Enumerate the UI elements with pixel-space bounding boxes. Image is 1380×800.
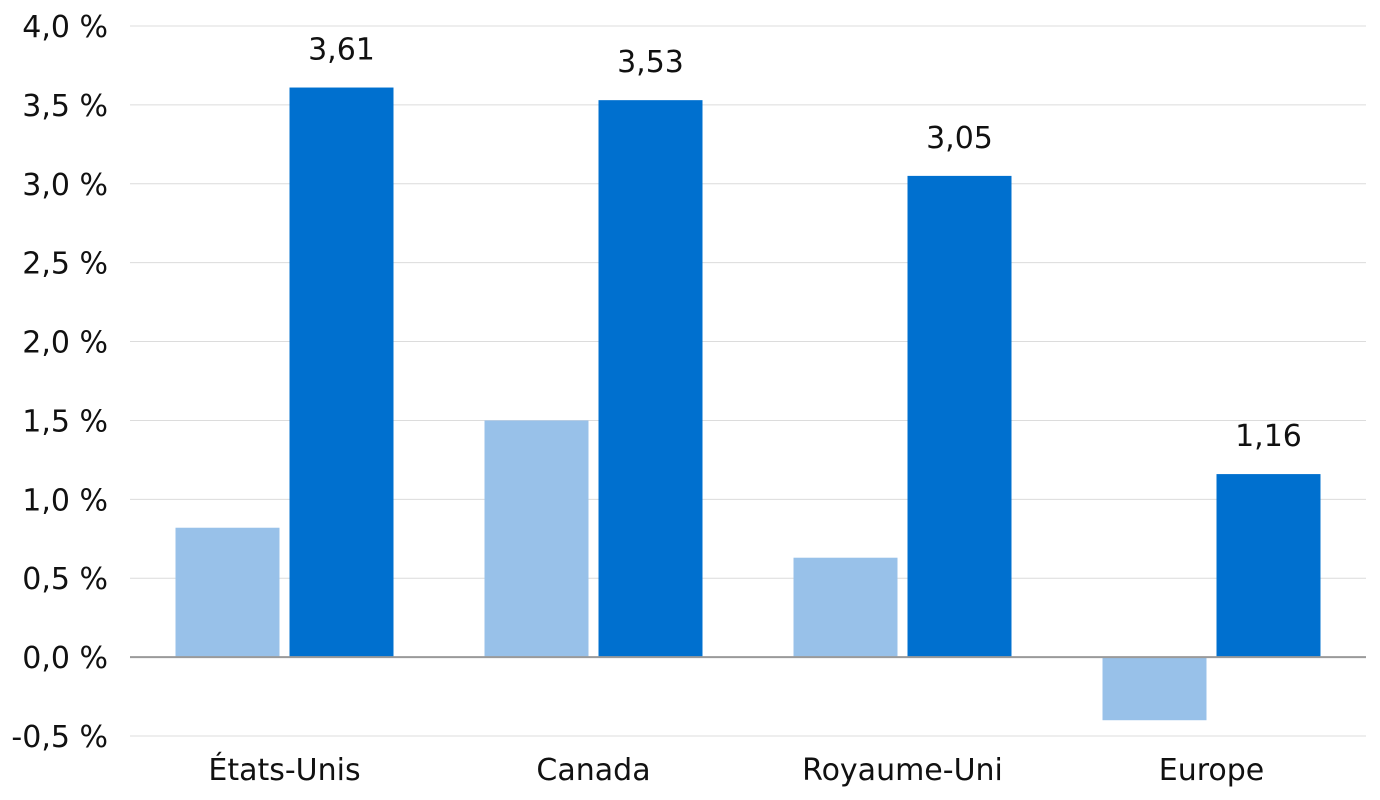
bar-series-1-0 xyxy=(175,527,280,658)
bar-series-2-3 xyxy=(1216,474,1321,658)
data-label: 3,05 xyxy=(926,121,993,156)
bar-series-1-3 xyxy=(1102,657,1207,721)
bars xyxy=(175,87,1321,721)
y-tick-label: 4,0 % xyxy=(22,10,108,45)
y-axis-tick-labels: -0,5 % 0,0 % 0,5 % 1,0 % 1,5 % 2,0 % 2,5 % 3,0 … xyxy=(11,10,108,755)
x-tick-label: États-Unis xyxy=(208,752,360,788)
data-labels: 3,61 3,53 3,05 1,16 xyxy=(308,33,1302,455)
bar-series-2-0 xyxy=(289,87,394,658)
y-tick-label: 1,0 % xyxy=(22,483,108,518)
x-tick-label: Europe xyxy=(1159,753,1265,788)
y-tick-label: -0,5 % xyxy=(11,720,108,755)
x-tick-label: Royaume-Uni xyxy=(802,753,1003,788)
y-tick-label: 0,5 % xyxy=(22,562,108,597)
y-tick-label: 3,5 % xyxy=(22,89,108,124)
bar-series-1-2 xyxy=(793,557,898,658)
data-label: 3,53 xyxy=(617,45,684,80)
bar-series-2-1 xyxy=(598,100,703,658)
data-label: 1,16 xyxy=(1235,419,1302,454)
x-axis-tick-labels: États-Unis Canada Royaume-Uni Europe xyxy=(208,752,1264,788)
y-tick-label: 0,0 % xyxy=(22,641,108,676)
y-tick-label: 1,5 % xyxy=(22,404,108,439)
y-tick-label: 3,0 % xyxy=(22,168,108,203)
data-label: 3,61 xyxy=(308,33,375,68)
x-tick-label: Canada xyxy=(536,753,650,788)
y-tick-label: 2,0 % xyxy=(22,326,108,361)
bar-series-2-2 xyxy=(907,175,1012,658)
y-tick-label: 2,5 % xyxy=(22,247,108,282)
bar-series-1-1 xyxy=(484,420,589,658)
